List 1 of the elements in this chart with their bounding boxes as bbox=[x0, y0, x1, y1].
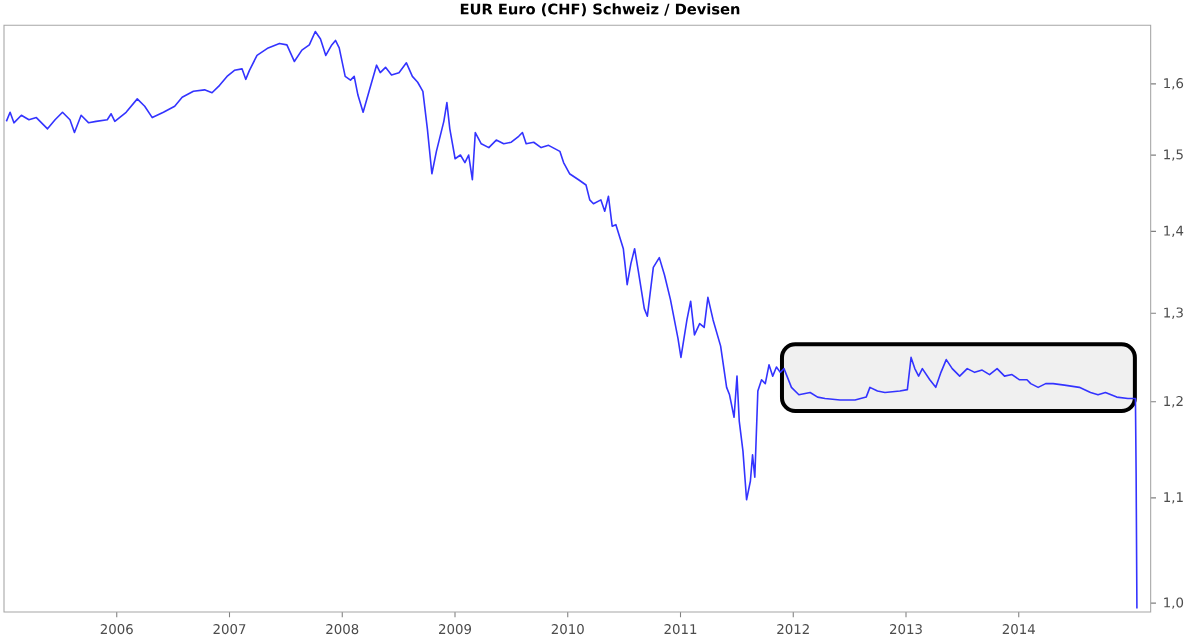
line-series bbox=[5, 30, 1138, 610]
